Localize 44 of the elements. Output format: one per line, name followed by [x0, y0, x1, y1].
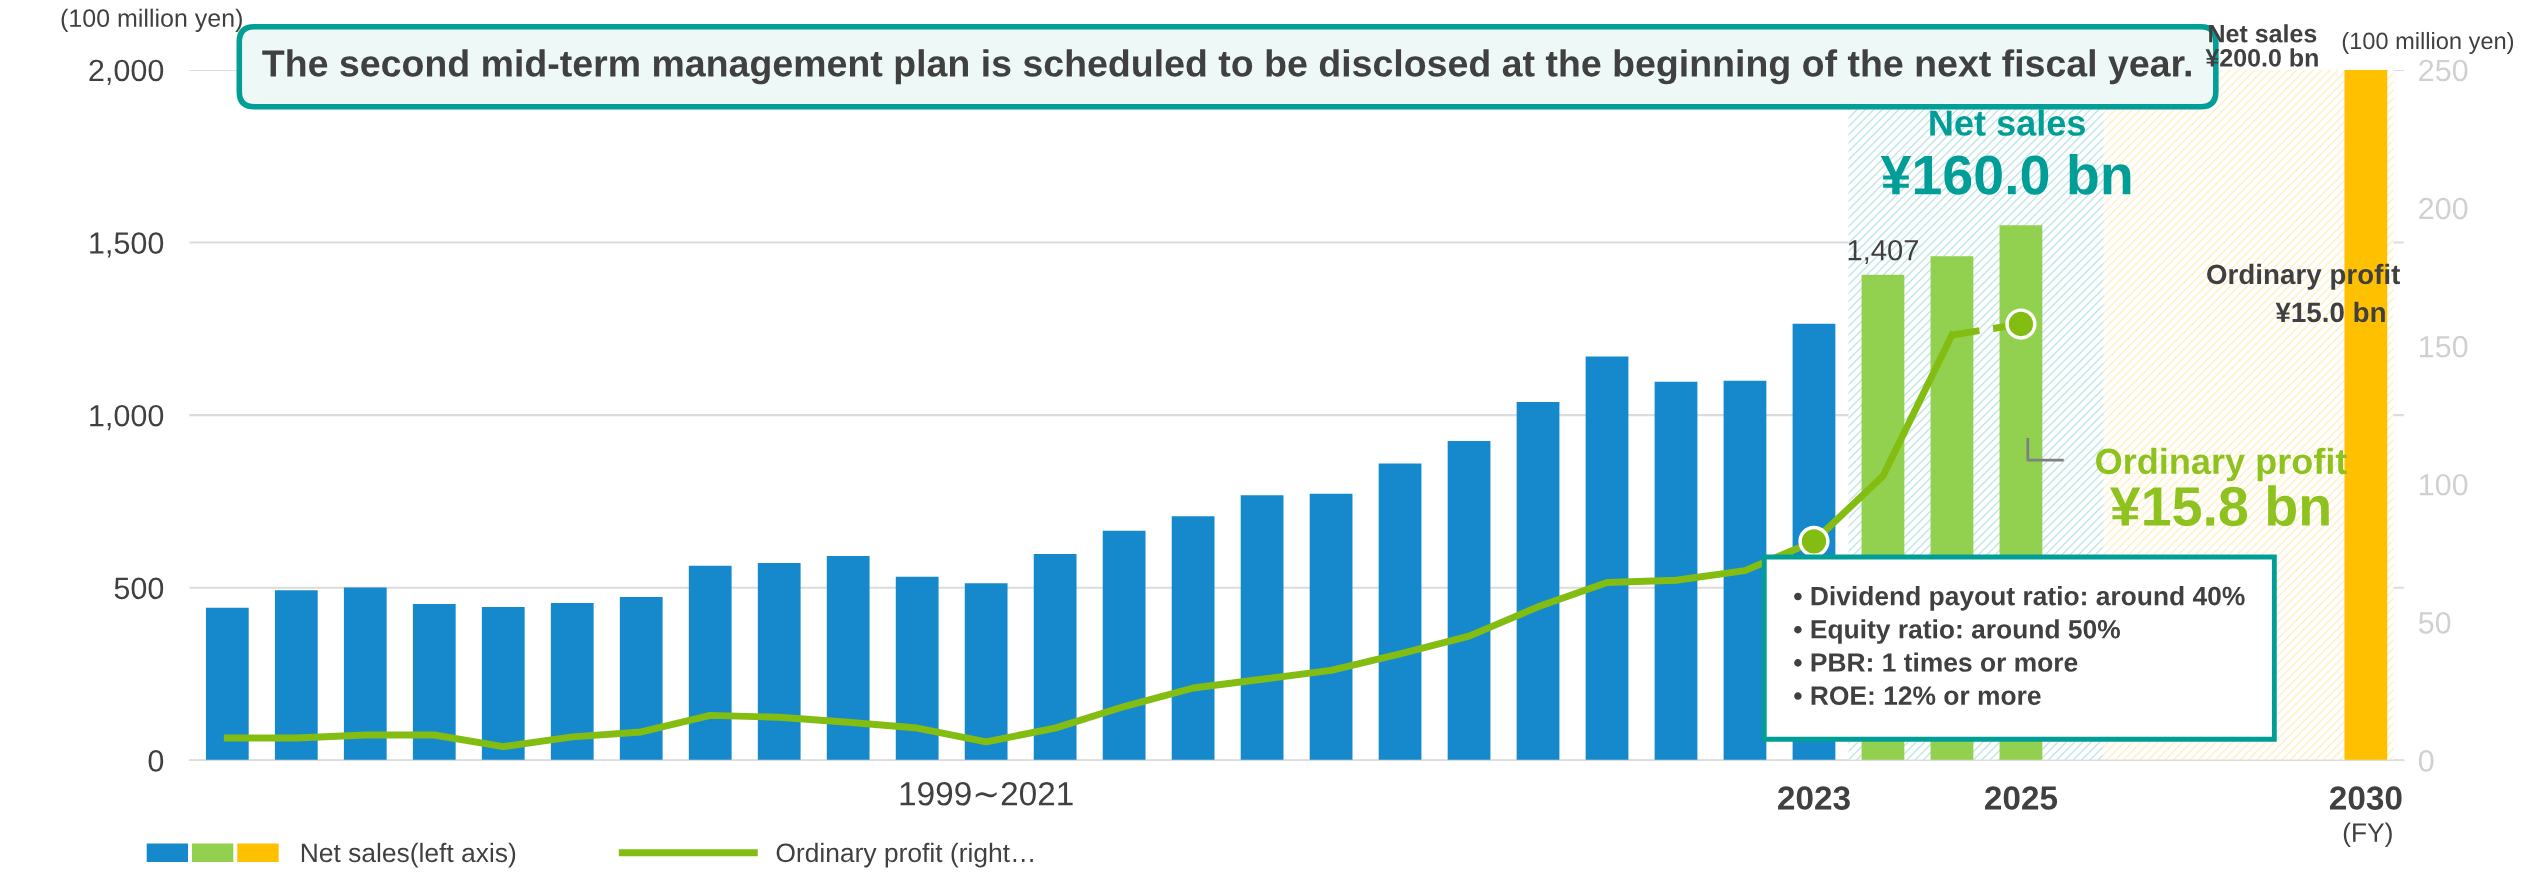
text: (FY) [2343, 822, 2392, 848]
y-axis-title: (100 million yen) [61, 8, 242, 32]
y-tick-label: 1,500 [90, 232, 164, 258]
bar [1033, 553, 1077, 761]
legend-label: Net sales(left axis) [301, 842, 516, 868]
bar [895, 576, 939, 761]
legend-label: Ordinary profit (right… [776, 842, 1033, 868]
bar [274, 590, 318, 761]
data-label: 1,407 [1848, 239, 1918, 264]
bar [1654, 381, 1698, 761]
y-tick-label: 0 [148, 750, 164, 772]
annotation: ¥15.0 bn [2275, 301, 2385, 323]
y-tick-label: 500 [114, 577, 164, 600]
y-tick-label: 2,000 [89, 59, 164, 85]
bar [481, 607, 525, 761]
bar [1378, 463, 1422, 761]
text: 1999∼2021 [900, 781, 1073, 806]
annotation: The second mid-term management plan is scheduled to be disclosed at the beginning of the next fiscal year. [262, 49, 2191, 85]
annotation: Net sales [1930, 109, 2085, 136]
bar [1447, 441, 1491, 761]
bar [1516, 402, 1560, 761]
bar [619, 597, 663, 761]
bar [1240, 495, 1284, 761]
y-tick-label: 1,000 [90, 404, 164, 431]
bar [757, 562, 801, 761]
x-tick-label: 2030 [2329, 786, 2402, 810]
x-tick-label: 2025 [1985, 786, 2058, 810]
bar [550, 602, 594, 761]
y2-axis-title: (100 million yen) [2342, 31, 2514, 54]
bar [688, 565, 732, 761]
bar [1102, 530, 1146, 761]
bar [1171, 516, 1215, 761]
bar [205, 607, 249, 761]
bar [343, 587, 387, 761]
bar [1309, 493, 1353, 761]
bar [964, 583, 1008, 761]
x-tick-label: 2023 [1778, 786, 1850, 810]
annotation: ¥15.8 bn [2110, 485, 2329, 527]
bar [412, 603, 456, 761]
annotation: • Dividend payout ratio: around 40% • Equity ratio: around 50% • PBR: 1 times or more • ROE: 12% or more [1794, 586, 2245, 706]
annotation: ¥160.0 bn [1880, 153, 2131, 195]
bar [1723, 380, 1767, 761]
bar [1585, 356, 1629, 761]
bar [826, 556, 870, 761]
